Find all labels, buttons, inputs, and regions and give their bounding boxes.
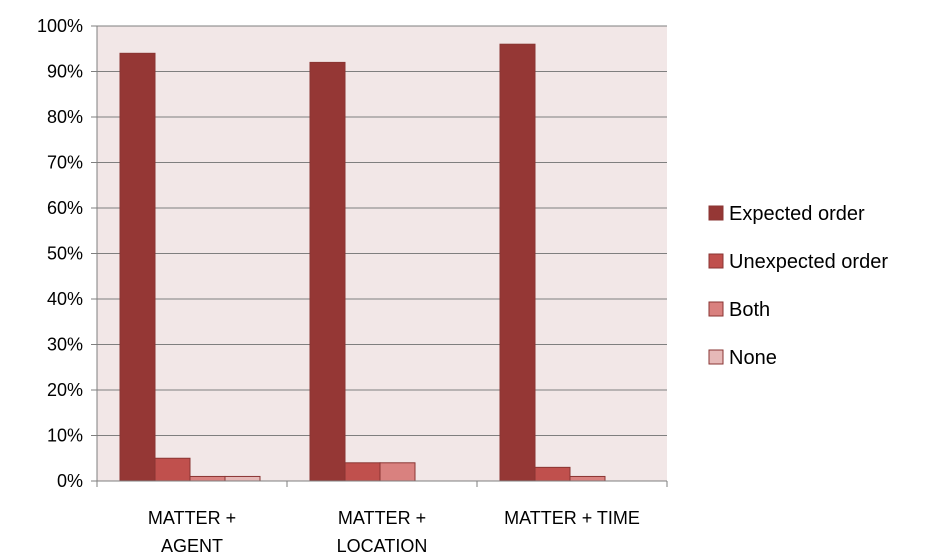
legend-swatch: [708, 349, 724, 365]
bar-unexpected-order: [154, 457, 191, 482]
y-tick-label: 10%: [47, 426, 83, 446]
bar-expected-order: [119, 52, 156, 482]
bar-expected-order: [309, 61, 346, 482]
y-axis-tick-labels: 0% 10% 20% 30% 40% 50% 60% 70% 80% 90% 100%: [37, 16, 83, 491]
y-tick-label: 0%: [57, 471, 83, 491]
y-tick-label: 30%: [47, 335, 83, 355]
bar-none: [224, 475, 261, 482]
legend-label: Unexpected order: [729, 251, 888, 273]
x-category-label: MATTER +: [338, 508, 426, 528]
x-axis-category-labels: MATTER + AGENT MATTER + LOCATION MATTER + TI…: [148, 508, 640, 554]
x-category-label: LOCATION: [337, 536, 428, 554]
y-tick-label: 100%: [37, 16, 83, 36]
x-category-label: MATTER +: [148, 508, 236, 528]
legend: Expected order Unexpected order Both None: [708, 203, 888, 369]
bar-unexpected-order: [534, 466, 571, 482]
legend-swatch: [708, 253, 724, 269]
legend-label: Both: [729, 299, 770, 321]
y-tick-label: 20%: [47, 380, 83, 400]
legend-label: None: [729, 347, 777, 369]
legend-swatch: [708, 301, 724, 317]
axes: [96, 26, 668, 487]
y-tick-label: 60%: [47, 198, 83, 218]
bar-both: [189, 475, 226, 482]
bar-unexpected-order: [344, 462, 381, 482]
x-category-label: AGENT: [161, 536, 223, 554]
y-tick-label: 40%: [47, 289, 83, 309]
legend-label: Expected order: [729, 203, 865, 225]
y-tick-label: 70%: [47, 153, 83, 173]
y-tick-label: 80%: [47, 107, 83, 127]
bar-both: [379, 462, 416, 482]
x-category-label: MATTER + TIME: [504, 508, 640, 528]
bar-both: [569, 475, 606, 482]
y-tick-label: 50%: [47, 244, 83, 264]
bar-expected-order: [499, 43, 536, 482]
y-tick-label: 90%: [47, 62, 83, 82]
legend-swatch: [708, 205, 724, 221]
gridlines: [91, 25, 667, 482]
